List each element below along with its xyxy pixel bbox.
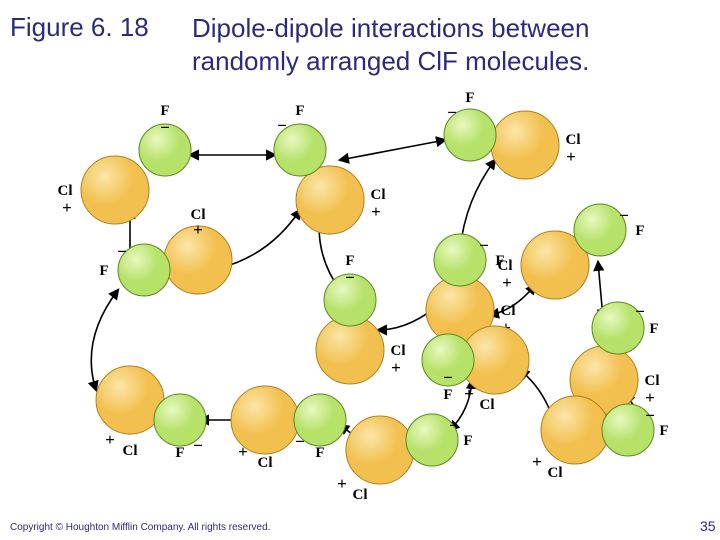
atom-label: Cl (501, 303, 516, 319)
atom-label: F (99, 263, 108, 279)
charge-sign: + (371, 202, 381, 221)
charge-sign: + (502, 273, 512, 292)
atom-label: F (465, 90, 474, 106)
charge-sign: + (62, 198, 72, 217)
charge-sign: + (193, 220, 203, 239)
charge-sign: + (238, 442, 248, 461)
charge-sign: + (105, 430, 115, 449)
charge-sign: − (635, 302, 645, 321)
charge-sign: − (160, 118, 170, 137)
atom-label: F (175, 445, 184, 461)
chlorine-atom (491, 111, 559, 179)
chlorine-atom (296, 166, 364, 234)
atom-label: Cl (353, 487, 368, 503)
charge-sign: + (645, 388, 655, 407)
page-number: 35 (700, 518, 716, 534)
atom-label: Cl (258, 455, 273, 471)
atom-label: Cl (58, 183, 73, 199)
diagram-canvas: Cl+F−Cl+F−Cl+F−Cl+F−Cl+F−Cl+F−Cl+F−Cl+F−… (0, 0, 720, 540)
charge-sign: + (566, 147, 576, 166)
atom-label: Cl (391, 343, 406, 359)
chlorine-atom (541, 396, 609, 464)
atom-label: Cl (498, 258, 513, 274)
copyright-text: Copyright © Houghton Mifflin Company. Al… (10, 522, 270, 533)
charge-sign: − (277, 116, 287, 135)
charge-sign: − (447, 103, 457, 122)
atom-label: F (315, 445, 324, 461)
atom-label: F (463, 433, 472, 449)
charge-sign: − (345, 268, 355, 287)
atom-label: F (649, 321, 658, 337)
atom-label: Cl (548, 465, 563, 481)
charge-sign: + (391, 358, 401, 377)
charge-sign: − (645, 406, 655, 425)
atom-label: F (160, 103, 169, 119)
atom-label: Cl (645, 373, 660, 389)
charge-sign: + (532, 452, 542, 471)
charge-sign: − (479, 236, 489, 255)
atom-label: F (295, 103, 304, 119)
atom-label: Cl (480, 397, 495, 413)
atom-label: F (443, 387, 452, 403)
charge-sign: + (464, 384, 474, 403)
charge-sign: − (117, 242, 127, 261)
atom-label: F (659, 423, 668, 439)
charge-sign: + (337, 474, 347, 493)
charge-sign: − (443, 368, 453, 387)
atom-label: Cl (566, 132, 581, 148)
atom-label: F (345, 253, 354, 269)
atom-label: Cl (371, 187, 386, 203)
atom-label: F (635, 223, 644, 239)
chlorine-atom (346, 416, 414, 484)
charge-sign: − (295, 432, 305, 451)
chlorine-atom (81, 156, 149, 224)
charge-sign: − (193, 436, 203, 455)
charge-sign: − (619, 206, 629, 225)
charge-sign: − (449, 416, 459, 435)
atom-label: Cl (123, 443, 138, 459)
